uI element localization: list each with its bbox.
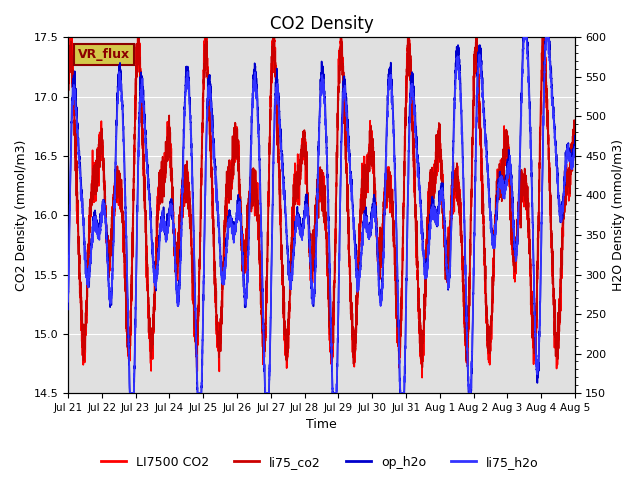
op_h2o bbox=[520, 35, 527, 40]
li75_co2 bbox=[419, 365, 426, 371]
Line: li75_co2: li75_co2 bbox=[68, 37, 575, 368]
op_h2o bbox=[463, 363, 471, 369]
op_h2o bbox=[64, 307, 72, 312]
op_h2o bbox=[156, 233, 163, 239]
li75_h2o bbox=[435, 202, 443, 207]
op_h2o bbox=[303, 192, 310, 197]
LI7500 CO2 bbox=[156, 192, 163, 198]
LI7500 CO2 bbox=[67, 35, 74, 40]
Title: CO2 Density: CO2 Density bbox=[269, 15, 373, 33]
Y-axis label: CO2 Density (mmol/m3): CO2 Density (mmol/m3) bbox=[15, 140, 28, 291]
LI7500 CO2 bbox=[64, 87, 72, 93]
Line: li75_h2o: li75_h2o bbox=[68, 37, 575, 393]
Legend: LI7500 CO2, li75_co2, op_h2o, li75_h2o: LI7500 CO2, li75_co2, op_h2o, li75_h2o bbox=[96, 451, 544, 474]
op_h2o bbox=[435, 206, 443, 212]
LI7500 CO2 bbox=[464, 364, 472, 370]
Text: VR_flux: VR_flux bbox=[78, 48, 131, 61]
Y-axis label: H2O Density (mmol/m3): H2O Density (mmol/m3) bbox=[612, 139, 625, 291]
li75_co2 bbox=[156, 184, 163, 190]
li75_h2o bbox=[64, 299, 72, 305]
li75_h2o bbox=[571, 151, 579, 157]
li75_co2 bbox=[435, 120, 443, 126]
li75_h2o bbox=[407, 87, 415, 93]
LI7500 CO2 bbox=[419, 375, 426, 381]
op_h2o bbox=[126, 390, 134, 396]
li75_co2 bbox=[407, 79, 415, 84]
LI7500 CO2 bbox=[571, 129, 579, 135]
li75_h2o bbox=[463, 354, 471, 360]
li75_co2 bbox=[571, 136, 579, 142]
li75_h2o bbox=[303, 208, 310, 214]
Line: LI7500 CO2: LI7500 CO2 bbox=[68, 37, 575, 378]
li75_h2o bbox=[520, 35, 527, 40]
LI7500 CO2 bbox=[407, 78, 415, 84]
li75_h2o bbox=[126, 390, 134, 396]
li75_co2 bbox=[464, 341, 472, 347]
X-axis label: Time: Time bbox=[306, 419, 337, 432]
li75_co2 bbox=[134, 35, 142, 40]
LI7500 CO2 bbox=[303, 157, 310, 163]
op_h2o bbox=[571, 133, 579, 139]
li75_co2 bbox=[571, 121, 579, 127]
Line: op_h2o: op_h2o bbox=[68, 37, 575, 393]
li75_co2 bbox=[64, 101, 72, 107]
li75_co2 bbox=[303, 156, 310, 162]
li75_h2o bbox=[571, 144, 579, 150]
op_h2o bbox=[571, 142, 579, 147]
op_h2o bbox=[407, 77, 415, 83]
li75_h2o bbox=[156, 249, 163, 254]
LI7500 CO2 bbox=[571, 144, 579, 150]
LI7500 CO2 bbox=[435, 144, 443, 149]
